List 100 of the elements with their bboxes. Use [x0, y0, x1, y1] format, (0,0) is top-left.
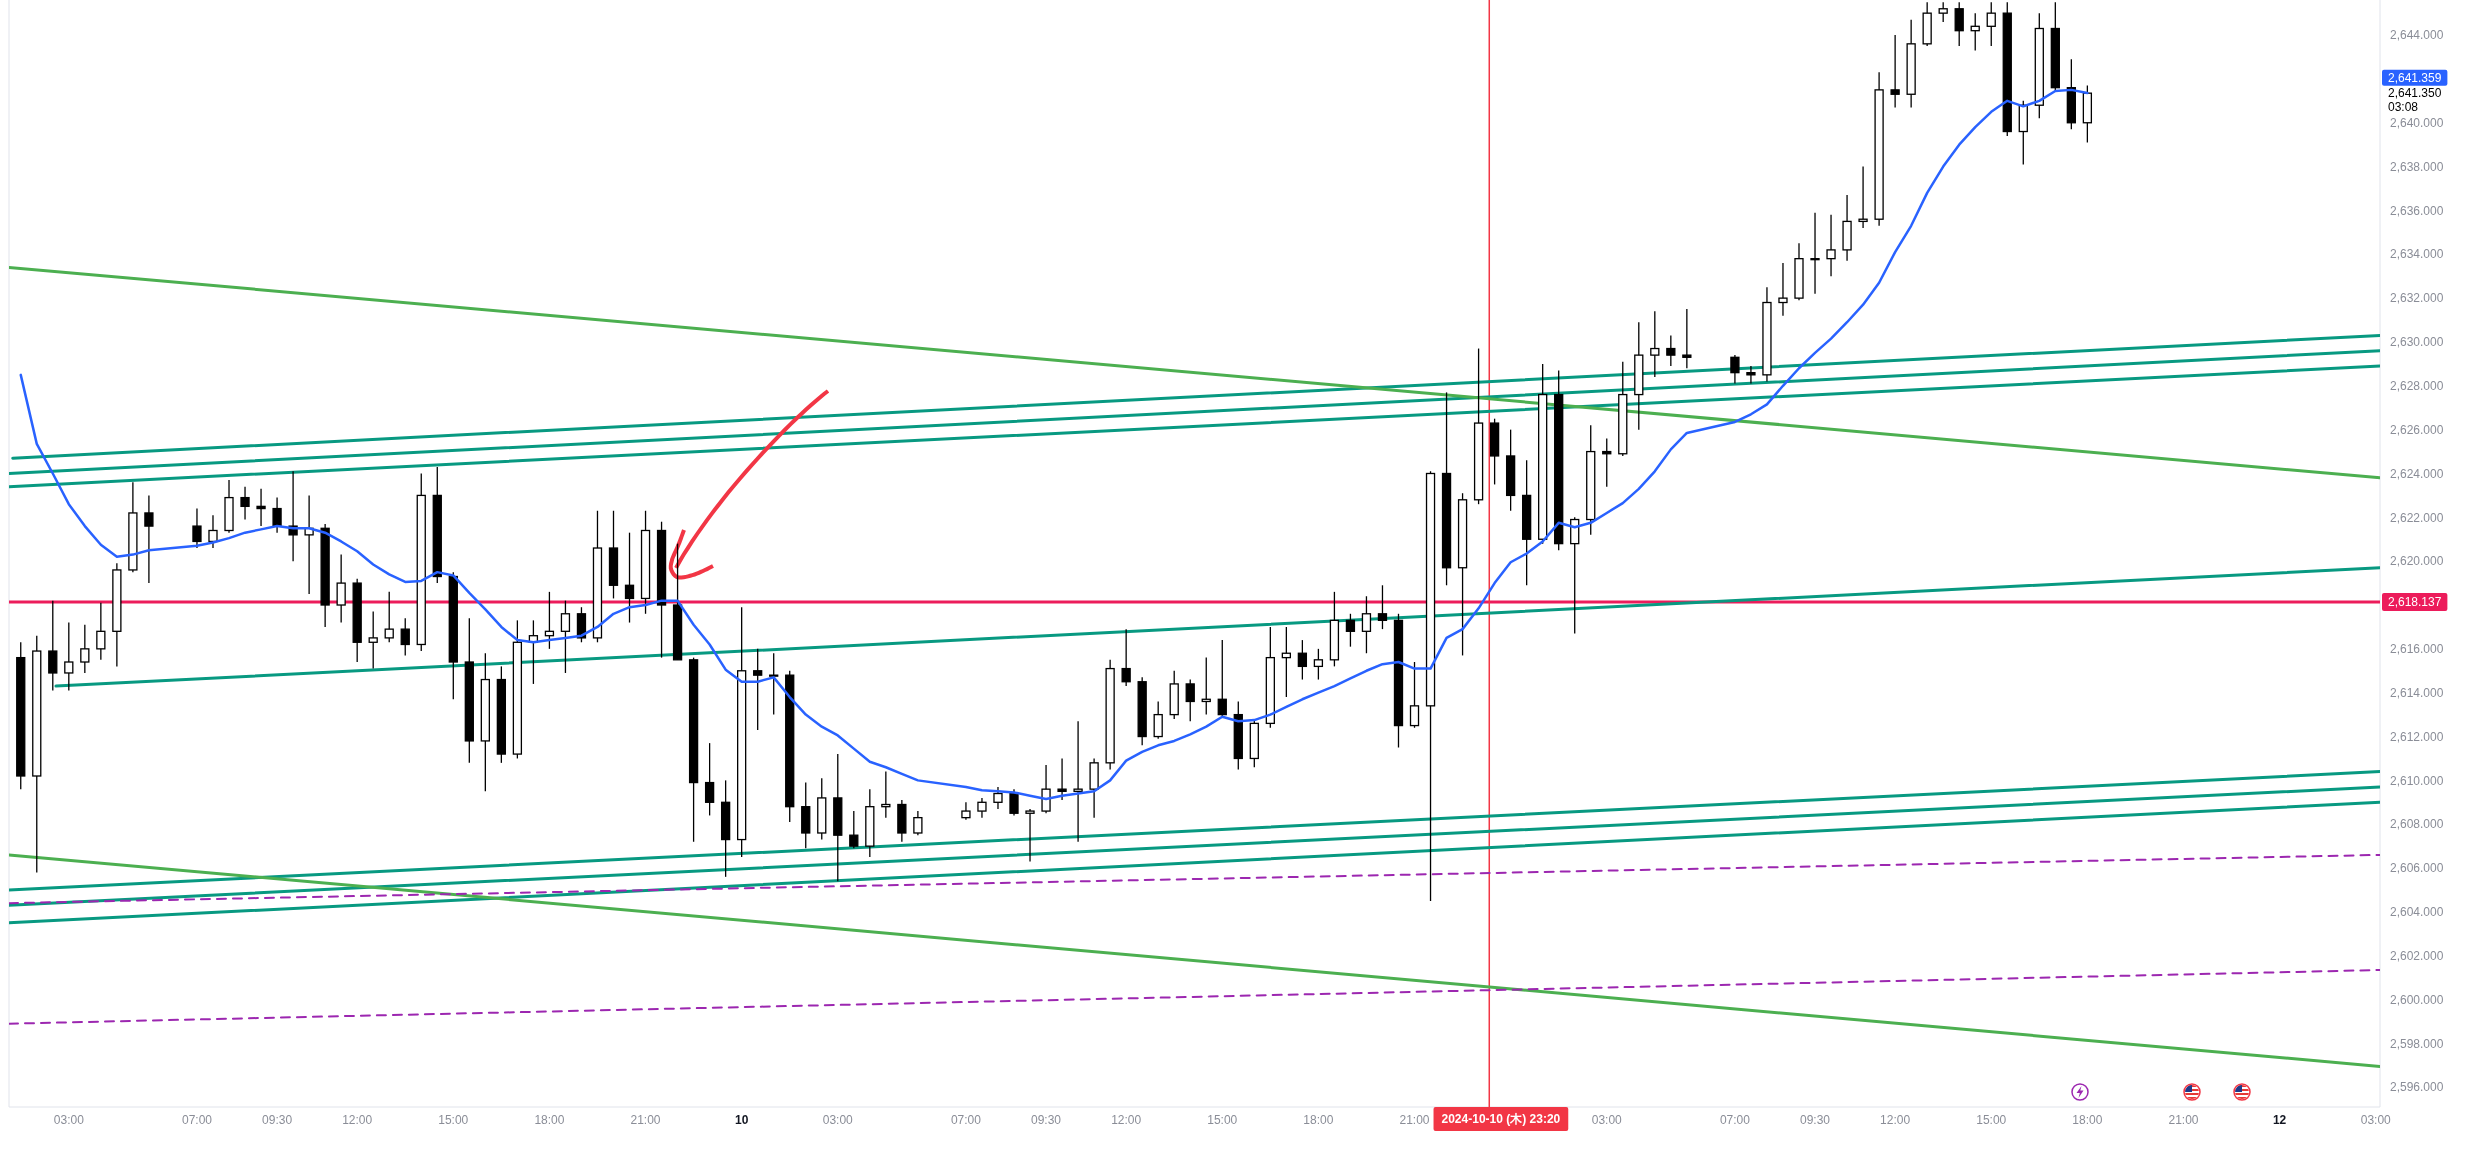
x-tick-label: 07:00: [1719, 1113, 1751, 1128]
candlestick: [913, 810, 923, 836]
y-tick-label: 2,628.000: [2390, 379, 2444, 394]
candlestick: [1826, 214, 1836, 277]
candlestick: [849, 810, 859, 849]
x-tick-label: 10: [734, 1113, 749, 1128]
candlestick: [1297, 639, 1308, 681]
y-tick-label: 2,602.000: [2390, 948, 2444, 963]
x-tick-label: 12:00: [1111, 1113, 1142, 1128]
x-tick-label: 09:30: [262, 1113, 293, 1128]
x-tick-label: 21:00: [1399, 1113, 1430, 1128]
candlestick: [64, 621, 74, 692]
candlestick: [1954, 1, 1964, 47]
candlestick: [144, 494, 154, 584]
candlestick: [1666, 334, 1676, 367]
candlestick: [1041, 764, 1051, 814]
candlestick: [1073, 720, 1083, 843]
candlestick: [336, 553, 346, 624]
y-tick-label: 2,596.000: [2390, 1080, 2444, 1095]
y-tick-label: 2,626.000: [2390, 422, 2444, 437]
y-tick-label: 2,614.000: [2390, 685, 2444, 700]
candlestick: [1377, 584, 1388, 630]
candlestick: [753, 648, 763, 731]
candlestick: [48, 599, 58, 692]
x-tick-label: 12: [2272, 1113, 2287, 1128]
text: 03:08: [2388, 100, 2419, 115]
x-tick-label: 18:00: [2072, 1113, 2103, 1128]
x-tick-label: 18:00: [534, 1113, 565, 1128]
candlestick: [1746, 365, 1756, 385]
candlestick: [1409, 661, 1420, 729]
candlestick: [560, 599, 571, 674]
candlestick: [1682, 308, 1692, 369]
candlestick: [1153, 700, 1163, 740]
candlestick: [1986, 1, 1996, 47]
y-tick-label: 2,598.000: [2390, 1036, 2444, 1051]
x-tick-label: 03:00: [53, 1113, 85, 1128]
candlestick: [624, 532, 635, 624]
candlestick: [368, 610, 378, 670]
y-tick-label: 2,612.000: [2390, 729, 2444, 744]
candlestick: [1810, 211, 1820, 295]
candlestick: [1778, 262, 1788, 317]
candlestick: [704, 742, 715, 817]
candlestick: [1650, 310, 1660, 378]
candlestick: [977, 797, 987, 819]
candlestick: [1025, 808, 1035, 863]
y-tick-label: 2,638.000: [2390, 159, 2444, 174]
candlestick: [1938, 1, 1948, 23]
candlestick: [208, 514, 218, 549]
y-tick-label: 2,622.000: [2390, 510, 2444, 525]
candlestick: [1057, 757, 1067, 801]
ref-line-label: 2024-10-10 (木) 23:20: [1441, 1112, 1561, 1127]
candlestick: [1345, 613, 1356, 648]
candlestick: [80, 624, 90, 674]
y-tick-label: 2,632.000: [2390, 291, 2444, 306]
x-tick-label: 21:00: [630, 1113, 661, 1128]
text: 2,641.359: [2388, 70, 2442, 85]
x-tick-label: 18:00: [1303, 1113, 1334, 1128]
candlestick: [240, 485, 250, 521]
x-tick-label: 12:00: [1880, 1113, 1911, 1128]
candlestick: [1313, 648, 1324, 681]
candlestick: [272, 496, 282, 534]
candlestick: [1185, 678, 1195, 722]
x-tick-label: 09:30: [1031, 1113, 1062, 1128]
candlestick: [1730, 354, 1740, 385]
candlestick: [96, 602, 106, 661]
y-tick-label: 2,600.000: [2390, 992, 2444, 1007]
y-tick-label: 2,640.000: [2390, 115, 2444, 130]
x-tick-label: 12:00: [342, 1113, 373, 1128]
candlestick: [1361, 595, 1372, 654]
x-tick-label: 03:00: [2360, 1113, 2392, 1128]
text: 2,641.350: [2388, 86, 2442, 101]
candlestick: [1009, 788, 1019, 817]
y-tick-label: 2,630.000: [2390, 335, 2444, 350]
x-tick-label: 09:30: [1800, 1113, 1831, 1128]
candlestick: [1858, 165, 1868, 229]
candlestick: [1217, 639, 1227, 718]
x-tick-label: 15:00: [1207, 1113, 1238, 1128]
y-tick-label: 2,610.000: [2390, 773, 2444, 788]
candlestick: [192, 507, 202, 549]
x-tick-label: 07:00: [181, 1113, 213, 1128]
y-tick-label: 2,634.000: [2390, 247, 2444, 262]
candlestick: [256, 488, 266, 527]
candlestick: [384, 591, 394, 643]
y-tick-label: 2,624.000: [2390, 466, 2444, 481]
y-tick-label: 2,606.000: [2390, 861, 2444, 876]
x-tick-label: 15:00: [438, 1113, 469, 1128]
candlestick: [1890, 34, 1900, 109]
y-tick-label: 2,616.000: [2390, 642, 2444, 657]
x-tick-label: 15:00: [1976, 1113, 2007, 1128]
y-tick-label: 2,636.000: [2390, 203, 2444, 218]
x-tick-label: 03:00: [1591, 1113, 1623, 1128]
x-tick-label: 03:00: [822, 1113, 854, 1128]
x-tick-label: 21:00: [2168, 1113, 2199, 1128]
ref-line-label: 2,618.137: [2388, 595, 2442, 610]
candlestick: [1121, 628, 1131, 687]
y-tick-label: 2,608.000: [2390, 817, 2444, 832]
y-tick-label: 2,604.000: [2390, 905, 2444, 920]
x-tick-label: 07:00: [950, 1113, 982, 1128]
candlestick: [400, 617, 410, 657]
y-tick-label: 2,644.000: [2390, 28, 2444, 43]
